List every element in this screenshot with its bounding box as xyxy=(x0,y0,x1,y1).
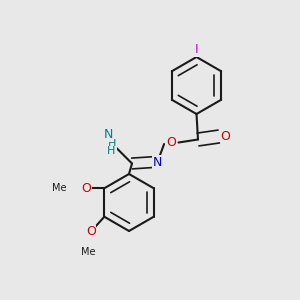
Text: O: O xyxy=(81,182,91,195)
Text: H: H xyxy=(108,139,117,149)
Text: N: N xyxy=(153,155,162,169)
Text: O: O xyxy=(86,225,96,238)
Text: O: O xyxy=(166,136,176,149)
Text: Me: Me xyxy=(52,183,67,193)
Text: I: I xyxy=(195,43,198,56)
Text: H: H xyxy=(107,146,115,157)
Text: N: N xyxy=(103,128,113,142)
Text: O: O xyxy=(221,130,230,143)
Text: Me: Me xyxy=(81,247,95,257)
